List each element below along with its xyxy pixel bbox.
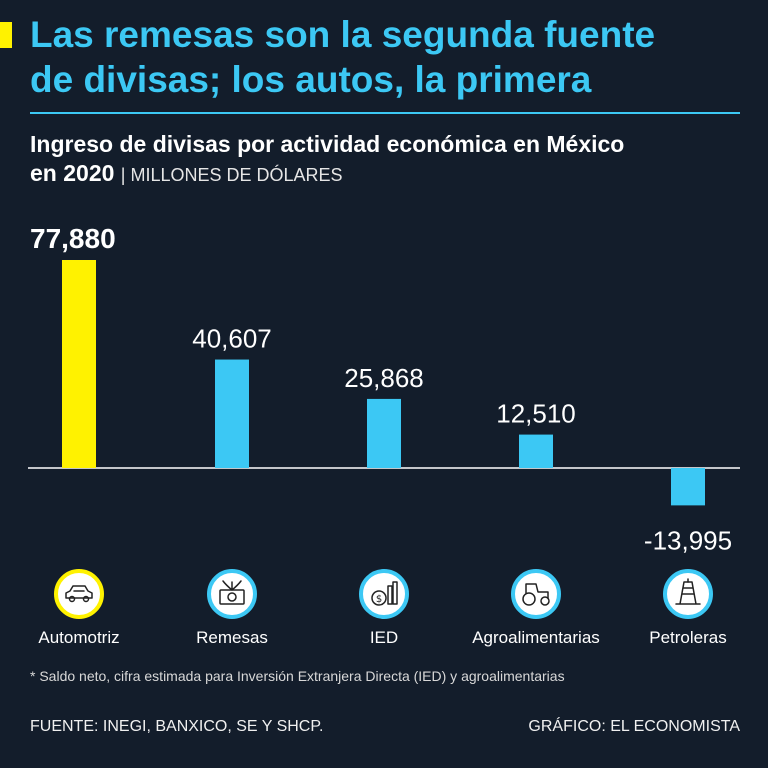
category-label-remesas: Remesas [196,628,268,647]
investment-icon: $ [359,569,409,619]
subtitle-line-2: en 2020 [30,160,115,186]
source-note: FUENTE: INEGI, BANXICO, SE Y SHCP. [30,718,324,735]
value-label-ied: 25,868 [344,363,424,393]
bar-automotriz [62,260,96,468]
bar-ied [367,398,401,468]
category-label-ied: IED [370,628,398,647]
bar-petroleras [671,468,705,506]
headline-line-2: de divisas; los autos, la primera [30,59,592,100]
bar-remesas [215,359,249,468]
category-label-automotriz: Automotriz [38,628,119,647]
headline-divider [30,112,740,114]
value-label-automotriz: 77,880 [30,223,116,254]
bar-chart: 77,880 Automotriz 40,607 Remesas 25,868 $ IED 1… [28,223,740,647]
value-label-remesas: 40,607 [192,324,272,354]
value-label-petroleras: -13,995 [644,525,732,555]
subtitle-units: | MILLONES DE DÓLARES [120,165,343,185]
headline-line-1: Las remesas son la segunda fuente [30,14,656,55]
bar-agroalimentarias [519,434,553,468]
title-accent-mark [0,22,12,48]
value-label-agroalimentarias: 12,510 [496,399,576,429]
graphic-credit: GRÁFICO: EL ECONOMISTA [528,718,740,735]
svg-text:$: $ [376,594,382,605]
tractor-icon [511,569,561,619]
chart-subtitle: Ingreso de divisas por actividad económi… [30,130,750,190]
footnote: * Saldo neto, cifra estimada para Invers… [30,668,565,684]
oil-rig-icon [663,569,713,619]
car-icon [54,569,104,619]
subtitle-line-1: Ingreso de divisas por actividad económi… [30,131,625,157]
category-label-agroalimentarias: Agroalimentarias [472,628,600,647]
money-icon [207,569,257,619]
category-label-petroleras: Petroleras [649,628,726,647]
headline: Las remesas son la segunda fuente de div… [30,12,750,102]
